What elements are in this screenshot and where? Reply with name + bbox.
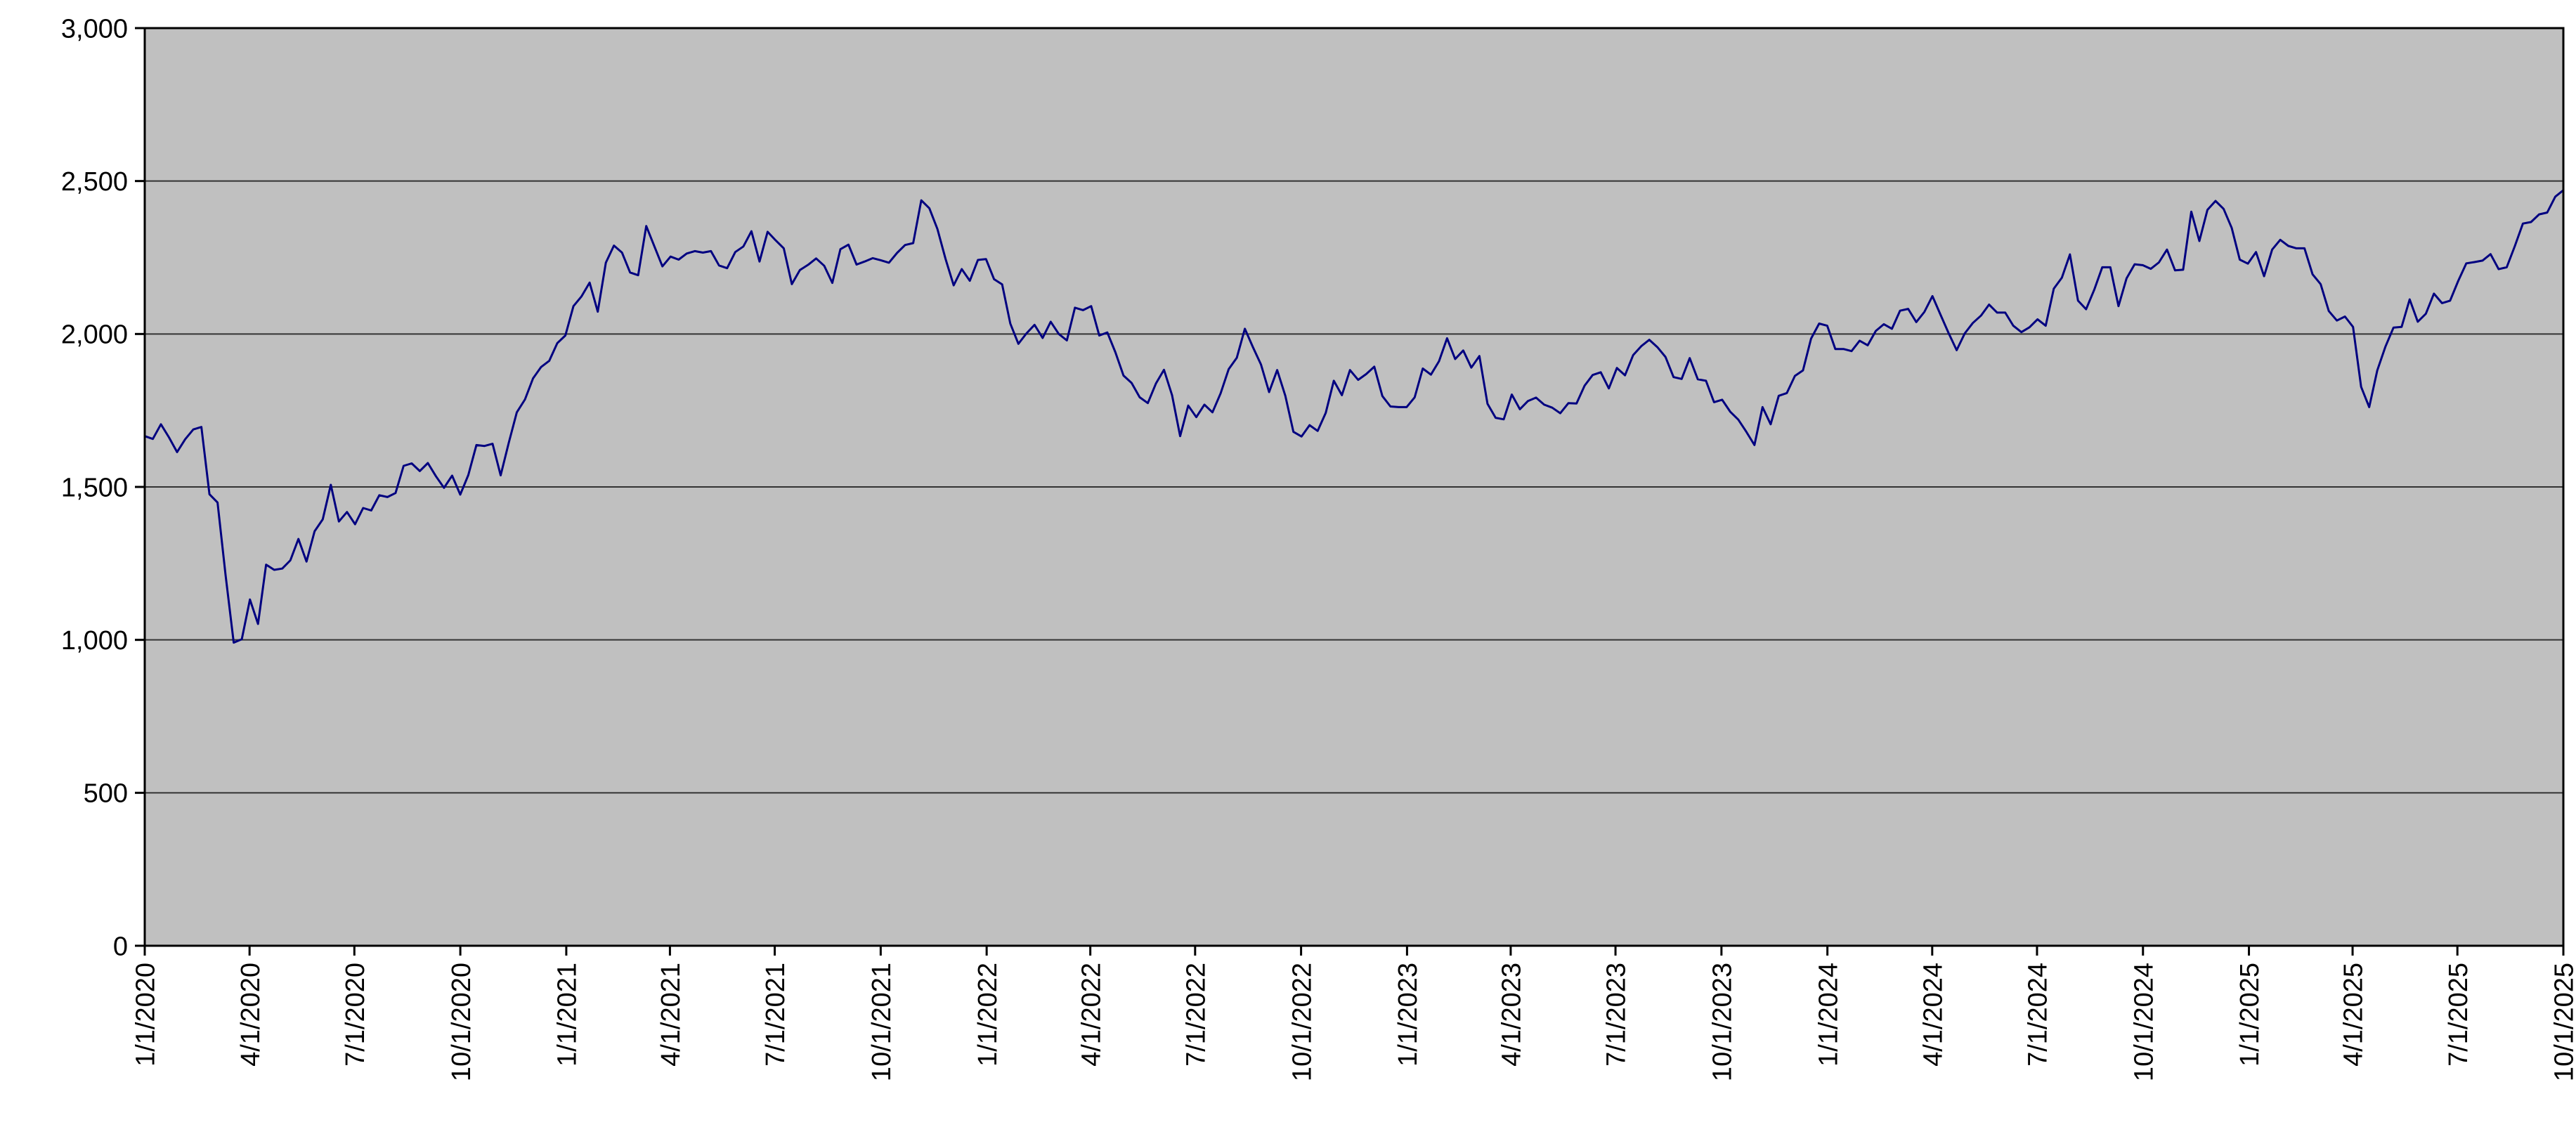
y-axis-tick-label: 1,500 <box>61 473 128 502</box>
x-axis-tick-label: 10/1/2020 <box>447 963 476 1081</box>
x-axis-tick-label: 7/1/2021 <box>761 963 791 1067</box>
y-axis-tick-label: 2,500 <box>61 167 128 197</box>
x-axis-tick-label: 7/1/2022 <box>1181 963 1211 1067</box>
x-axis-tick-label: 4/1/2022 <box>1076 963 1106 1067</box>
x-axis-tick-label: 1/1/2025 <box>2235 963 2265 1067</box>
x-axis-tick-label: 4/1/2024 <box>1918 963 1948 1067</box>
x-axis-tick-label: 7/1/2025 <box>2444 963 2473 1067</box>
y-axis-tick-label: 1,000 <box>61 626 128 656</box>
x-axis-tick-label: 10/1/2024 <box>2129 963 2159 1081</box>
x-axis-tick-label: 10/1/2021 <box>867 963 897 1081</box>
x-axis-tick-label: 1/1/2022 <box>973 963 1003 1067</box>
y-axis-tick-label: 500 <box>84 779 128 809</box>
x-axis-tick-label: 10/1/2022 <box>1287 963 1317 1081</box>
plot-border <box>143 27 2565 947</box>
x-axis-tick-label: 1/1/2020 <box>131 963 161 1067</box>
data-series-line <box>143 189 2565 644</box>
x-axis-tick-label: 1/1/2023 <box>1393 963 1423 1067</box>
x-axis-tick-label: 4/1/2025 <box>2339 963 2369 1067</box>
x-axis-tick-label: 7/1/2024 <box>2024 963 2053 1067</box>
x-axis-tick-label: 10/1/2023 <box>1708 963 1738 1081</box>
x-axis-tick-label: 4/1/2020 <box>236 963 266 1067</box>
x-axis-tick-label: 7/1/2020 <box>341 963 370 1067</box>
x-axis-tick-label: 10/1/2025 <box>2550 963 2576 1081</box>
x-axis-tick-label: 1/1/2021 <box>553 963 583 1067</box>
y-axis-tick-label: 0 <box>113 932 128 961</box>
y-axis-tick-label: 2,000 <box>61 320 128 350</box>
y-axis-tick-label: 3,000 <box>61 14 128 44</box>
x-axis-tick-label: 7/1/2023 <box>1602 963 1632 1067</box>
x-axis-tick-label: 1/1/2024 <box>1814 963 1843 1067</box>
x-axis-tick-label: 4/1/2021 <box>656 963 686 1067</box>
x-axis-tick-label: 4/1/2023 <box>1497 963 1527 1067</box>
